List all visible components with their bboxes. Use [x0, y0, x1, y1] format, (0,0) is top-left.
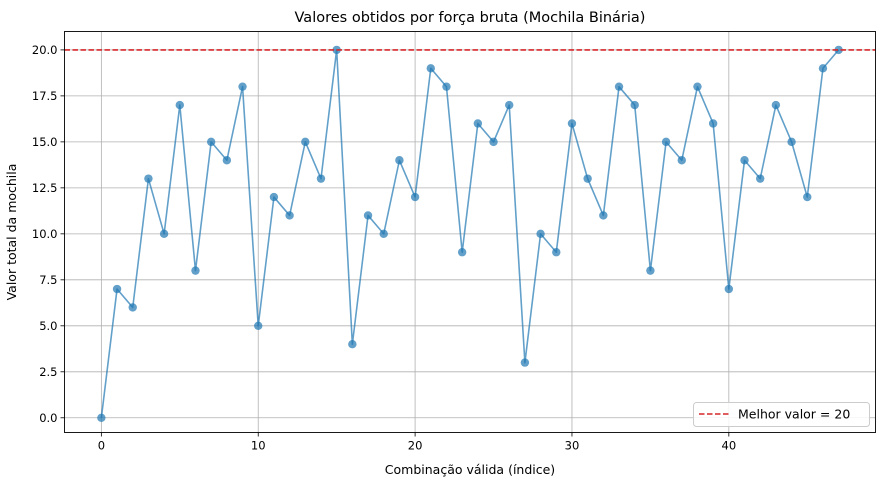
y-axis-label: Valor total da mochila: [4, 164, 19, 301]
x-axis-label: Combinação válida (índice): [385, 462, 555, 477]
data-point: [159, 229, 169, 239]
data-point: [301, 137, 310, 147]
data-point: [348, 340, 357, 349]
data-point: [661, 137, 671, 147]
data-point: [144, 174, 153, 183]
data-point: [222, 156, 232, 165]
data-point: [693, 82, 702, 91]
data-point: [238, 82, 247, 91]
data-point: [567, 119, 577, 128]
x-tick-label: 40: [722, 439, 737, 453]
chart-title: Valores obtidos por força bruta (Mochila…: [295, 10, 646, 26]
data-point: [442, 82, 451, 91]
y-axis-ticks: 0.0 2.5 5.0 7.5 10.0 12.5 15.0 17.5 20.0: [32, 43, 65, 425]
data-point: [505, 100, 514, 110]
data-point: [646, 266, 655, 275]
data-point: [771, 100, 781, 110]
y-tick-label: 10.0: [32, 227, 58, 241]
data-point: [316, 174, 326, 183]
data-point: [426, 64, 435, 73]
plot-area: [64, 31, 876, 433]
data-point: [363, 211, 373, 220]
data-point: [128, 303, 137, 312]
y-tick-label: 15.0: [32, 135, 58, 149]
data-point: [818, 64, 828, 73]
data-point: [520, 358, 530, 367]
data-point: [599, 211, 608, 220]
data-point: [206, 137, 216, 147]
legend: Melhor valor = 20: [693, 402, 870, 427]
data-point: [473, 119, 483, 128]
y-tick-label: 17.5: [32, 89, 58, 103]
x-tick-label: 20: [408, 439, 423, 453]
data-point: [614, 82, 624, 91]
data-point: [112, 284, 122, 294]
data-point: [536, 229, 545, 239]
data-point: [740, 156, 749, 165]
plot-frame: [64, 31, 876, 433]
y-tick-label: 12.5: [32, 181, 58, 195]
data-point: [457, 248, 467, 257]
y-tick-label: 5.0: [39, 319, 57, 333]
data-point: [630, 100, 639, 110]
data-series: [97, 45, 843, 422]
x-axis-ticks: 0 10 20 30 40: [98, 432, 737, 453]
data-point: [269, 192, 279, 202]
data-point: [583, 174, 592, 183]
y-tick-label: 2.5: [39, 365, 57, 379]
data-point: [677, 156, 686, 165]
data-point: [489, 137, 498, 147]
data-point: [285, 211, 294, 220]
data-point: [724, 284, 734, 294]
y-tick-label: 7.5: [39, 273, 57, 287]
y-tick-label: 0.0: [39, 411, 57, 425]
x-tick-label: 10: [251, 439, 266, 453]
x-tick-label: 0: [98, 439, 105, 453]
legend-label: Melhor valor = 20: [738, 407, 850, 422]
data-point: [803, 192, 812, 202]
data-point: [379, 229, 388, 239]
data-point: [756, 174, 765, 183]
data-point: [410, 192, 420, 202]
data-point: [787, 137, 796, 147]
y-tick-label: 20.0: [32, 43, 58, 57]
data-point: [552, 248, 561, 257]
data-point: [834, 45, 843, 55]
data-point: [97, 413, 106, 422]
legend-box: [693, 402, 870, 427]
data-point: [254, 321, 263, 331]
x-tick-label: 30: [565, 439, 580, 453]
data-point: [191, 266, 200, 275]
data-point: [708, 119, 718, 128]
data-point: [175, 100, 184, 110]
data-point: [395, 156, 404, 165]
